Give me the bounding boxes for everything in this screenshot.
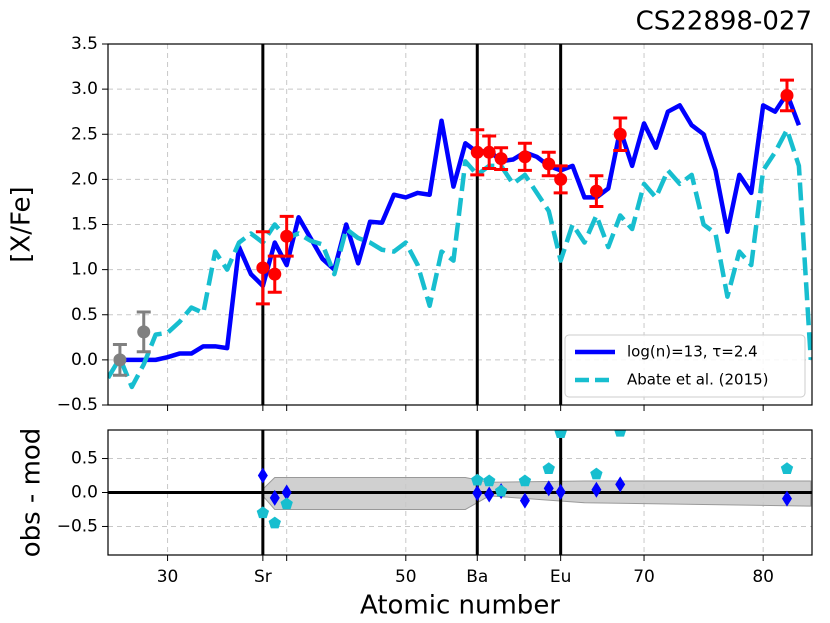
x-tick-label: 70 [633, 567, 655, 587]
data-point [268, 516, 281, 529]
y-tick-label: −0.5 [57, 395, 98, 415]
data-point [554, 172, 568, 186]
data-point [590, 467, 603, 480]
data-point [494, 484, 508, 497]
y-tick-label: −0.5 [57, 516, 98, 536]
data-point [518, 474, 532, 487]
data-point [555, 483, 566, 500]
series-line [108, 127, 812, 390]
y-tick-label: 1.5 [71, 215, 98, 235]
data-point [281, 484, 292, 501]
data-point [471, 473, 484, 486]
axes-frame [107, 43, 813, 406]
data-point [780, 88, 794, 102]
y-tick-label: 1.0 [71, 260, 98, 280]
plot-area [108, 44, 812, 405]
data-point [256, 261, 270, 275]
data-point [543, 480, 554, 497]
data-point [518, 150, 532, 164]
x-tick-label: Ba [466, 567, 488, 587]
y-tick-label: 3.5 [71, 34, 98, 54]
y-tick-label: 0.5 [71, 305, 98, 325]
y-tick-label: 3.0 [71, 79, 98, 99]
data-point [256, 506, 270, 519]
data-point [472, 485, 483, 502]
data-point [269, 489, 280, 506]
data-point [484, 486, 495, 503]
x-tick-label: 30 [157, 567, 179, 587]
data-point [470, 145, 484, 159]
data-point [519, 492, 530, 509]
data-point [483, 474, 496, 487]
y-axis-label: [X/Fe] [7, 186, 37, 262]
x-axis-label: Atomic number [360, 591, 560, 621]
data-point [268, 267, 282, 281]
data-point [280, 229, 294, 243]
data-point [482, 145, 496, 159]
x-tick-label: Sr [254, 567, 272, 587]
data-point [780, 462, 794, 474]
y-tick-label: 0.0 [71, 483, 98, 503]
data-point [781, 490, 792, 507]
plot-area [108, 430, 812, 555]
data-point [591, 481, 602, 498]
data-point [137, 325, 151, 339]
data-point [613, 127, 627, 141]
data-point [113, 353, 127, 367]
data-point [280, 497, 293, 510]
y-tick-label: 2.0 [71, 169, 98, 189]
x-tick-label: 50 [395, 567, 417, 587]
data-point [542, 462, 555, 474]
data-point [257, 467, 268, 484]
data-point [614, 430, 627, 437]
x-tick-label: 80 [752, 567, 774, 587]
legend-label: Abate et al. (2015) [627, 371, 769, 389]
legend-box [564, 334, 806, 398]
x-tick-label: Eu [550, 567, 572, 587]
data-point [554, 430, 567, 438]
y-tick-label: 0.0 [71, 350, 98, 370]
y-tick-label: 0.5 [71, 449, 98, 469]
chart-title: CS22898-027 [636, 7, 812, 37]
legend-label: log(n)=13, τ=2.4 [627, 343, 758, 361]
series-line [119, 91, 802, 363]
y-axis-label: obs - mod [17, 428, 47, 558]
data-point [589, 184, 603, 198]
axes-frame [107, 429, 813, 556]
data-point [615, 476, 626, 493]
data-point [494, 152, 508, 166]
y-tick-label: 2.5 [71, 124, 98, 144]
data-point [542, 157, 556, 171]
